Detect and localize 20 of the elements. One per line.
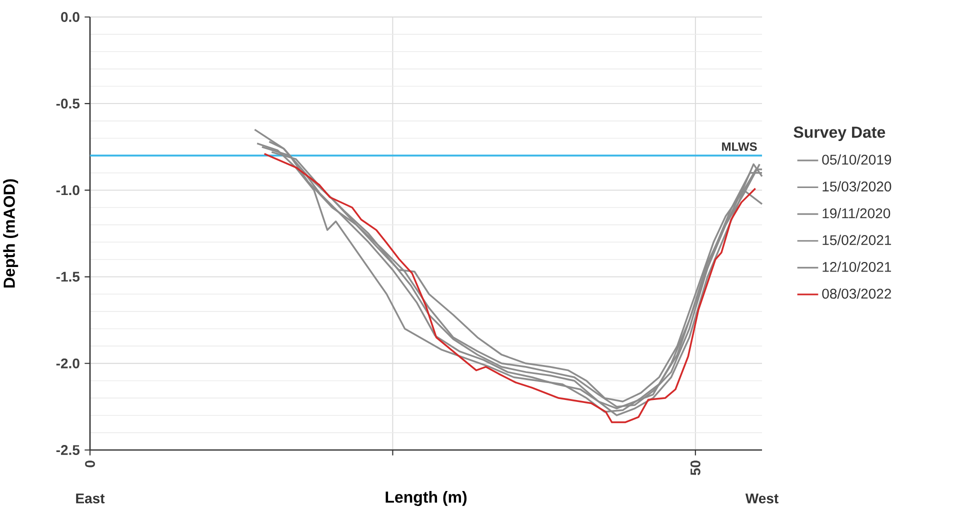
text: East bbox=[76, 494, 105, 504]
text: West bbox=[745, 494, 778, 504]
legend-title: Survey Date bbox=[794, 126, 886, 142]
x-axis-title: Length (m) bbox=[386, 491, 467, 506]
legend-label: 05/10/2019 bbox=[822, 154, 892, 165]
legend-label: 19/11/2020 bbox=[822, 208, 890, 218]
x-tick-label: 50 bbox=[690, 460, 700, 476]
legend-label: 15/03/2020 bbox=[822, 181, 892, 192]
x-tick-label: 0 bbox=[85, 460, 95, 468]
legend-label: 15/02/2021 bbox=[822, 234, 892, 246]
legend-label: 08/03/2022 bbox=[822, 288, 891, 299]
y-axis-title: Depth (mAOD) bbox=[3, 179, 18, 288]
ref-line-label: MLWS bbox=[722, 142, 757, 151]
y-tick-label: -2.5 bbox=[56, 445, 80, 455]
legend-label: 12/10/2021 bbox=[822, 262, 892, 272]
y-tick-label: -0.5 bbox=[56, 98, 80, 109]
y-tick-label: -1.0 bbox=[56, 185, 80, 196]
y-tick-label: -2.0 bbox=[56, 358, 80, 368]
y-tick-label: -1.5 bbox=[56, 272, 80, 282]
y-tick-label: 0.0 bbox=[61, 12, 80, 22]
